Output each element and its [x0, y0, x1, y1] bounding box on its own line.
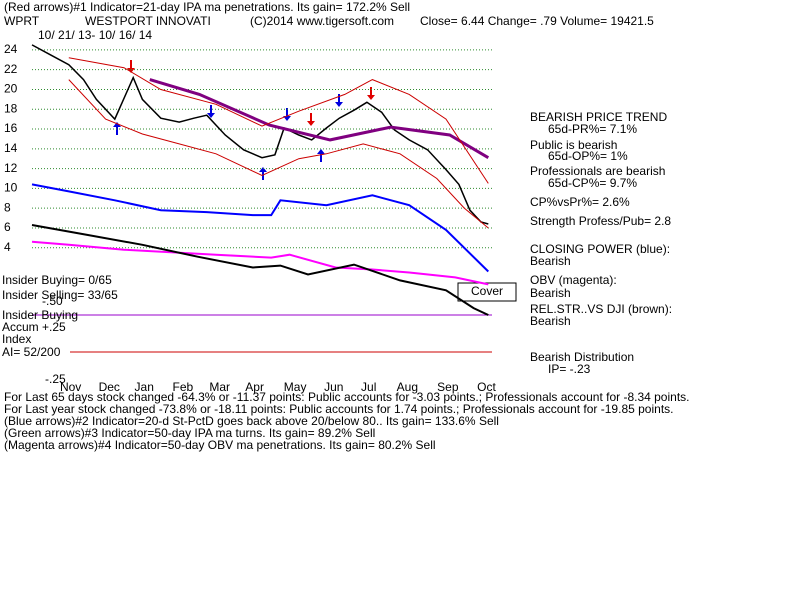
y-tick-label: 8: [4, 200, 11, 214]
label: Accum +.25: [2, 320, 66, 334]
y-tick-label: 20: [4, 82, 18, 96]
label: BEARISH PRICE TREND: [530, 110, 667, 124]
label: WPRT: [4, 14, 40, 28]
label: For Last year stock changed -73.8% or -1…: [4, 402, 673, 416]
y-tick-label: 18: [4, 101, 18, 115]
label: Bearish: [530, 286, 571, 300]
signal-box: [457, 282, 517, 302]
label: Bearish Distribution: [530, 350, 634, 364]
x-tick-label: Oct: [477, 380, 496, 394]
series-line: [31, 224, 489, 316]
x-tick-label: Aug: [397, 380, 418, 394]
label: (Magenta arrows)#4 Indicator=50-day OBV …: [4, 438, 436, 452]
label: 10/ 21/ 13- 10/ 16/ 14: [38, 28, 152, 42]
y-tick-label: 10: [4, 181, 18, 195]
label: Public is bearish: [530, 138, 617, 152]
label: Insider Buying: [2, 308, 78, 322]
x-tick-label: Mar: [209, 380, 230, 394]
label: Cover: [471, 284, 503, 298]
y-tick-label: 16: [4, 121, 18, 135]
label: -.50: [42, 294, 63, 308]
label: 65d-CP%= 9.7%: [548, 176, 637, 190]
x-tick-label: Feb: [173, 380, 194, 394]
y-tick-label: 24: [4, 42, 18, 56]
y-tick-label: 14: [4, 141, 18, 155]
x-tick-label: Apr: [245, 380, 264, 394]
blue-arrows: [113, 94, 343, 180]
label: (C)2014 www.tigersoft.com: [250, 14, 394, 28]
label: REL.STR..VS DJI (brown):: [530, 302, 672, 316]
label: Close= 6.44 Change= .79 Volume= 19421.5: [420, 14, 654, 28]
label: (Red arrows)#1 Indicator=21-day IPA ma p…: [4, 0, 410, 14]
label: 65d-PR%= 7.1%: [548, 122, 637, 136]
x-tick-label: Nov: [60, 380, 81, 394]
label: OBV (magenta):: [530, 273, 617, 287]
label: Index: [2, 332, 31, 346]
label: CLOSING POWER (blue):: [530, 242, 670, 256]
series-line: [31, 183, 490, 273]
label: -.25: [45, 372, 66, 386]
label: CP%vsPr%= 2.6%: [530, 195, 630, 209]
series-line: [31, 240, 489, 286]
y-tick-label: 6: [4, 220, 11, 234]
label: Insider Buying= 0/65: [2, 273, 112, 287]
y-tick-label: 22: [4, 62, 18, 76]
label: 65d-OP%= 1%: [548, 149, 628, 163]
series-line: [31, 44, 489, 225]
label: Professionals are bearish: [530, 164, 665, 178]
y-tick-label: 4: [4, 240, 11, 254]
series-line: [149, 78, 490, 159]
y-tick-label: 12: [4, 161, 18, 175]
x-tick-label: Jul: [361, 380, 376, 394]
label: (Blue arrows)#2 Indicator=20-d St-PctD g…: [4, 414, 499, 428]
label: Bearish: [530, 314, 571, 328]
x-tick-label: Dec: [99, 380, 120, 394]
label: Bearish: [530, 254, 571, 268]
label: Strength Profess/Pub= 2.8: [530, 214, 671, 228]
label: Insider Selling= 33/65: [2, 288, 118, 302]
x-tick-label: Jun: [324, 380, 343, 394]
x-tick-label: Jan: [135, 380, 154, 394]
series-line: [68, 57, 489, 184]
x-tick-label: Sep: [437, 380, 459, 394]
label: For Last 65 days stock changed -64.3% or…: [4, 390, 690, 404]
label: IP= -.23: [548, 362, 591, 376]
label: (Green arrows)#3 Indicator=50-day IPA ma…: [4, 426, 375, 440]
label: WESTPORT INNOVATI: [85, 14, 211, 28]
label: AI= 52/200: [2, 345, 61, 359]
x-tick-label: May: [284, 380, 307, 394]
series-line: [68, 79, 489, 229]
